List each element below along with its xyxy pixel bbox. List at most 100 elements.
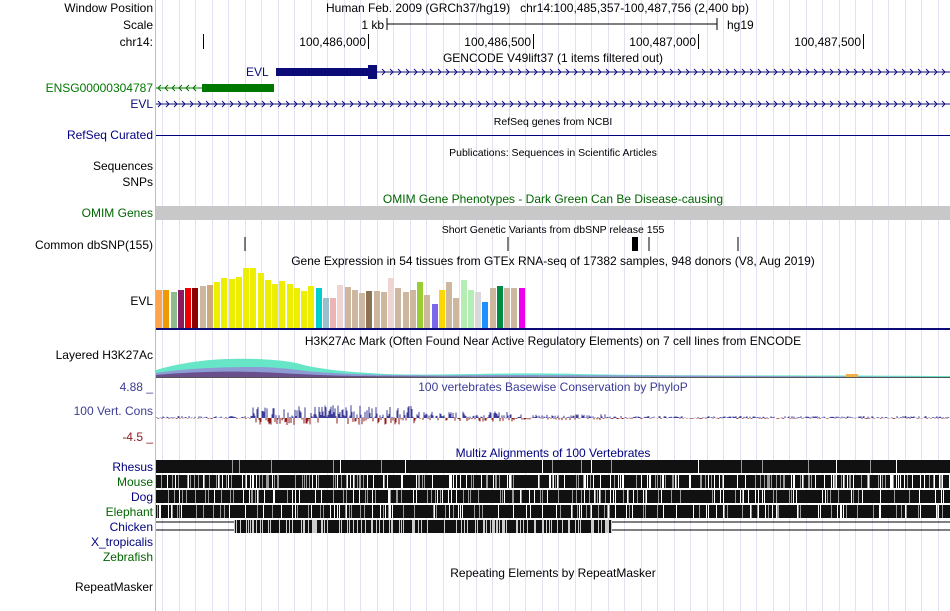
gtex-tissue-bar[interactable] <box>199 286 206 328</box>
gtex-tissue-bar[interactable] <box>388 278 394 328</box>
gtex-tissue-bar[interactable] <box>475 292 481 328</box>
omim-label[interactable]: OMIM Genes <box>81 206 153 220</box>
refseq-label[interactable]: RefSeq Curated <box>66 128 153 142</box>
species-xtropicalis[interactable]: X_tropicalis <box>90 535 153 549</box>
evl-transcript-label[interactable]: EVL <box>130 97 153 111</box>
alignment-gap <box>920 505 921 518</box>
gtex-tissue-bar[interactable] <box>438 290 445 328</box>
species-rhesus[interactable]: Rhesus <box>112 460 153 474</box>
gtex-tissue-bar[interactable] <box>301 291 307 328</box>
alignment-gap <box>456 520 457 533</box>
species-chicken[interactable]: Chicken <box>109 520 153 534</box>
alignment-gap <box>413 520 414 533</box>
alignment-gap <box>246 520 247 533</box>
alignment-gap <box>853 475 854 488</box>
gtex-tissue-bar[interactable] <box>286 284 293 328</box>
gtex-tissue-bar[interactable] <box>446 282 452 328</box>
gtex-tissue-bar[interactable] <box>417 282 423 328</box>
gtex-tissue-bar[interactable] <box>489 288 496 328</box>
alignment-gap <box>581 490 582 503</box>
gtex-tissue-bar[interactable] <box>264 280 271 328</box>
gtex-tissue-bar[interactable] <box>366 291 373 328</box>
alignment-gap <box>706 505 707 518</box>
evl-transcript[interactable] <box>156 98 950 110</box>
alignment-gap <box>623 475 624 488</box>
gtex-tissue-bar[interactable] <box>250 268 257 328</box>
gencode-evl-gene[interactable] <box>156 64 950 80</box>
gtex-tissue-bar[interactable] <box>322 298 329 328</box>
gtex-tissue-bar[interactable] <box>460 280 467 328</box>
gtex-tissue-bar[interactable] <box>228 279 235 328</box>
h3k27ac-label[interactable]: Layered H3K27Ac <box>55 348 153 362</box>
gtex-tissue-bar[interactable] <box>156 290 162 328</box>
alignment-gap <box>392 520 393 533</box>
snps-label[interactable]: SNPs <box>122 175 153 189</box>
gtex-tissue-bar[interactable] <box>380 292 387 328</box>
alignment-gap <box>607 505 608 518</box>
dbsnp-variants[interactable] <box>156 236 950 252</box>
h3k27ac-signal[interactable] <box>156 350 950 378</box>
alignment-gap <box>168 505 169 518</box>
gtex-tissue-bar[interactable] <box>214 282 220 328</box>
ensg-label[interactable]: ENSG00000304787 <box>45 81 153 95</box>
phylop-signal[interactable] <box>156 388 950 438</box>
gtex-tissue-bar[interactable] <box>163 290 170 328</box>
gtex-tissue-bar[interactable] <box>185 288 191 328</box>
gtex-tissue-bar[interactable] <box>192 288 199 328</box>
species-elephant[interactable]: Elephant <box>105 505 153 519</box>
gtex-tissue-bar[interactable] <box>235 277 242 328</box>
species-zebrafish[interactable]: Zebrafish <box>102 550 153 564</box>
gtex-tissue-bar[interactable] <box>373 291 380 328</box>
gtex-tissue-bar[interactable] <box>424 295 431 328</box>
gtex-tissue-bar[interactable] <box>243 268 249 328</box>
gtex-tissue-bar[interactable] <box>511 288 518 328</box>
gtex-tissue-bar[interactable] <box>221 278 228 328</box>
repeatmasker-label[interactable]: RepeatMasker <box>74 580 153 594</box>
gencode-evl-gene-label[interactable]: EVL <box>246 65 269 79</box>
gtex-tissue-bar[interactable] <box>337 285 344 328</box>
gtex-tissue-bar[interactable] <box>272 284 278 328</box>
gtex-tissue-bar[interactable] <box>359 293 365 328</box>
gtex-tissue-bar[interactable] <box>395 288 402 328</box>
alignment-gap <box>421 520 422 533</box>
gtex-tissue-bar[interactable] <box>482 302 489 328</box>
gtex-tissue-bar[interactable] <box>344 287 351 328</box>
multiz-alignments[interactable] <box>156 460 950 535</box>
alignment-gap <box>780 475 781 488</box>
alignment-gap <box>673 475 674 488</box>
gtex-tissue-bar[interactable] <box>496 286 503 328</box>
gtex-tissue-bar[interactable] <box>431 304 438 328</box>
alignment-gap <box>610 475 611 488</box>
gtex-tissue-bar[interactable] <box>177 290 184 328</box>
species-mouse[interactable]: Mouse <box>116 475 153 489</box>
gtex-tissue-bar[interactable] <box>308 286 315 328</box>
gtex-tissue-bar[interactable] <box>351 290 358 328</box>
ensg-gene[interactable] <box>156 82 276 94</box>
sequences-label[interactable]: Sequences <box>92 159 153 173</box>
phylop-label[interactable]: 100 Vert. Cons <box>73 404 153 418</box>
gtex-tissue-bar[interactable] <box>170 292 177 328</box>
gtex-tissue-bar[interactable] <box>518 288 525 328</box>
gtex-bar-chart[interactable] <box>156 268 950 328</box>
omim-feature[interactable] <box>156 206 950 220</box>
gtex-tissue-bar[interactable] <box>409 290 416 328</box>
refseq-line[interactable] <box>156 135 950 136</box>
gtex-evl-label[interactable]: EVL <box>130 294 153 308</box>
alignment-gap <box>803 475 804 488</box>
gtex-tissue-bar[interactable] <box>467 290 474 328</box>
alignment-gap <box>318 475 319 488</box>
refseq-title: RefSeq genes from NCBI <box>493 116 613 128</box>
gtex-tissue-bar[interactable] <box>206 285 213 328</box>
gtex-tissue-bar[interactable] <box>257 273 264 328</box>
species-dog[interactable]: Dog <box>130 490 153 504</box>
dbsnp-label[interactable]: Common dbSNP(155) <box>34 238 153 252</box>
gtex-tissue-bar[interactable] <box>330 298 336 328</box>
gtex-tissue-bar[interactable] <box>402 292 409 328</box>
gtex-tissue-bar[interactable] <box>504 288 510 328</box>
gtex-tissue-bar[interactable] <box>453 298 460 328</box>
alignment-gap <box>339 520 340 533</box>
alignment-gap <box>375 490 376 503</box>
gtex-tissue-bar[interactable] <box>293 288 300 328</box>
gtex-tissue-bar[interactable] <box>279 281 286 328</box>
gtex-tissue-bar[interactable] <box>315 288 322 328</box>
